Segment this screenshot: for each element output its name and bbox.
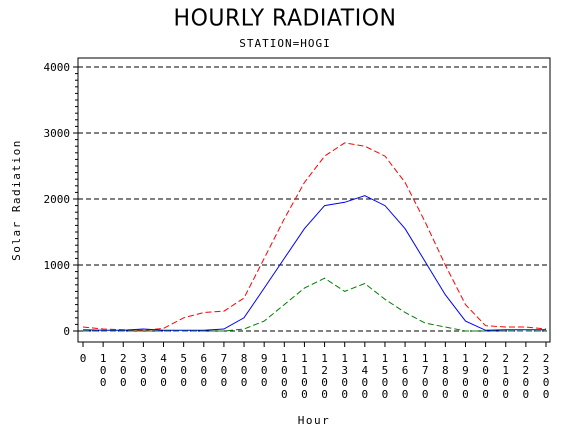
plot-frame: [78, 58, 550, 342]
series-line-1: [83, 143, 546, 330]
series-line-2: [83, 196, 546, 331]
series-line-3: [83, 278, 546, 331]
y-axis-ticks: 0 1000 2000 3000 4000: [44, 61, 79, 338]
y-axis-label: Solar Radiation: [10, 139, 23, 261]
y-tick-label: 4000: [44, 61, 71, 74]
data-series: [83, 143, 546, 331]
y-tick-label: 3000: [44, 127, 71, 140]
x-axis-label: Hour: [298, 414, 331, 427]
y-tick-label: 0: [63, 325, 70, 338]
x-axis-ticks: 0 1 0 0 2 0 0 3 0 0 4 0 0 5 0 0 6 0 0 7 0 0 8 0 0 9 0 0 1 0 0 0 1 1 0 0 1 2 0 0…: [80, 342, 550, 401]
y-tick-label: 2000: [44, 193, 71, 206]
y-tick-label: 1000: [44, 259, 71, 272]
grid-lines: [78, 67, 550, 331]
x-tick-label: 0: [80, 352, 87, 365]
